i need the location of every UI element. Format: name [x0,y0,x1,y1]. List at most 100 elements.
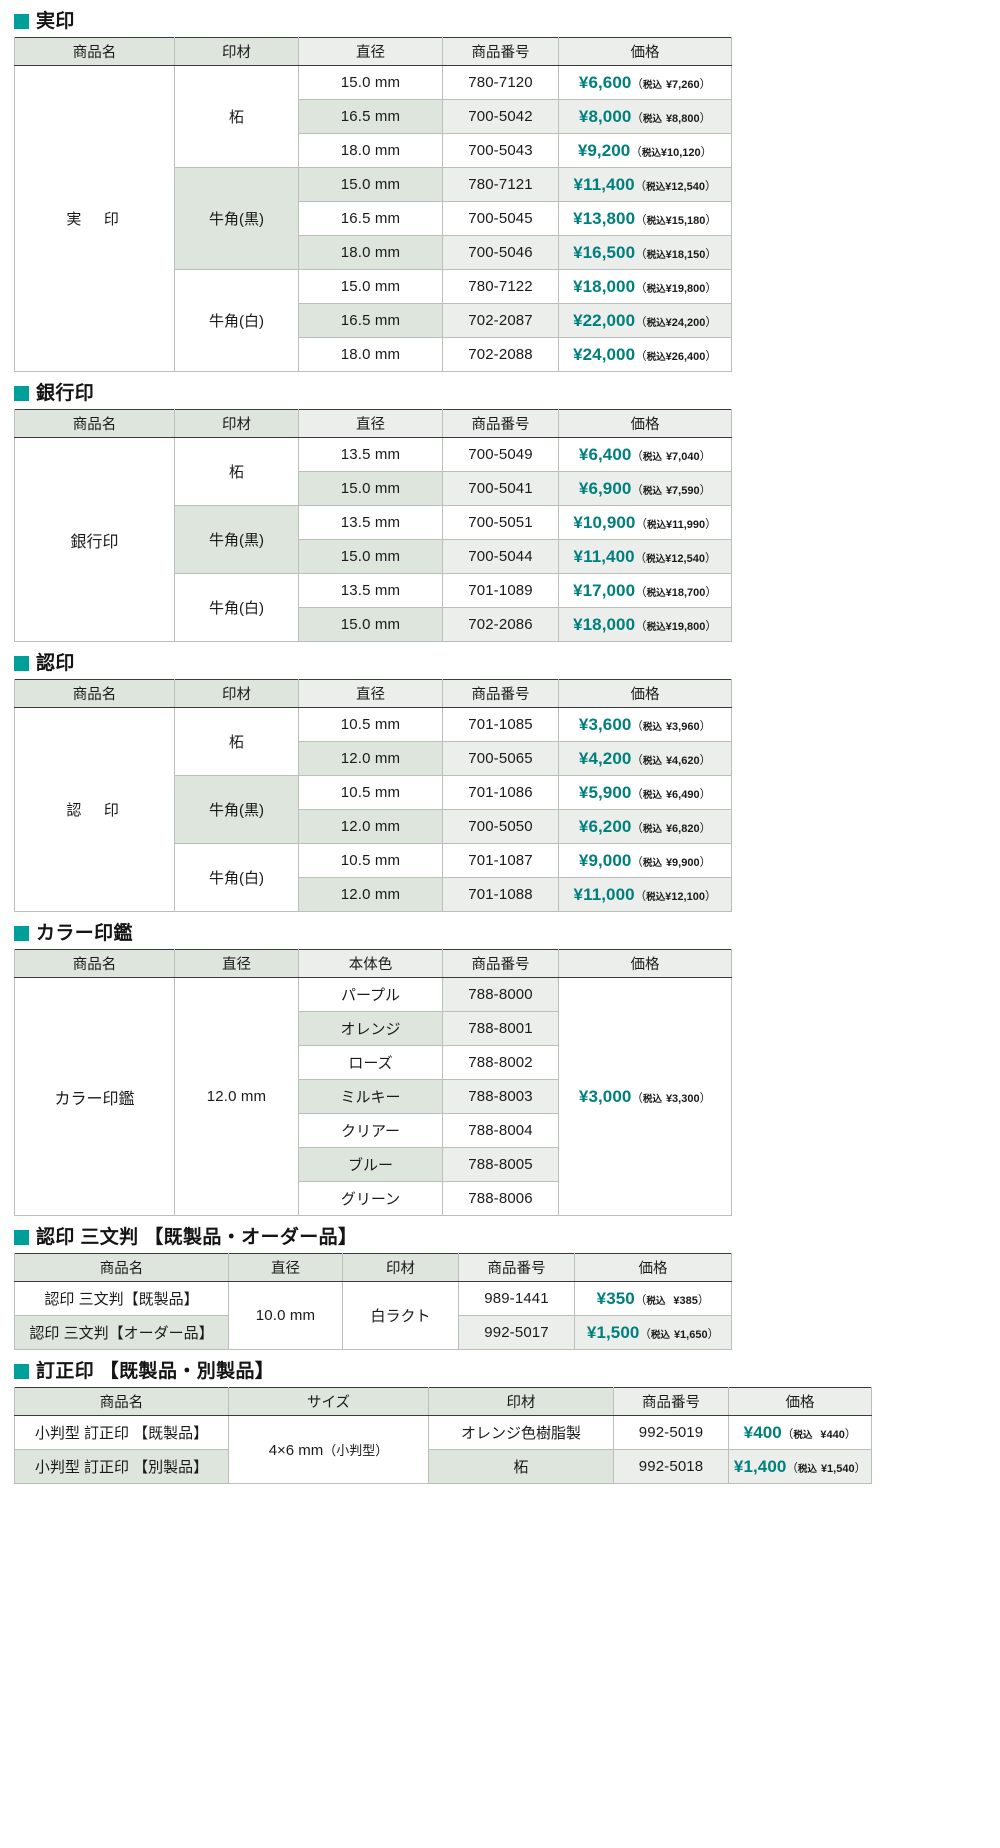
cell-product-number: 700-5046 [442,235,559,270]
table-row: 16.5 mm 702-2087 ¥22,000（税込¥24,200） [15,303,732,338]
table-row: 牛角(白) 10.5 mm 701-1087 ¥9,000（税込 ¥9,900） [15,843,732,912]
square-marker-icon [14,926,29,941]
section-heading-sanmonban: 認印 三文判 【既製品・オーダー品】 [14,1228,1000,1247]
col-header-price: 価格 [558,949,732,978]
cell-price: ¥1,400（税込 ¥1,540） [728,1449,872,1484]
cell-diameter: 10.0 mm [228,1281,343,1350]
table-header-row: 商品名 直径 本体色 商品番号 価格 [14,949,732,978]
table-row: 牛角(黒) 10.5 mm 701-1086 ¥5,900（税込 ¥6,490） [15,775,732,844]
table-row: 認印 三文判【オーダー品】 992-5017 ¥1,500（税込 ¥1,650） [14,1315,732,1350]
cell-price: ¥11,400（税込¥12,540） [558,167,732,202]
square-marker-icon [14,656,29,671]
cell-product-name: 認 印 [14,707,175,912]
cell-product-name: 認印 三文判【既製品】 [14,1281,229,1316]
table-header-row: 商品名 印材 直径 商品番号 価格 [14,409,732,438]
cell-size: 4×6 mm（小判型） [228,1415,429,1484]
col-header-diameter: 直径 [228,1253,343,1282]
col-header-material: 印材 [174,679,299,708]
table-wrap-sanmonban: 商品名 直径 印材 商品番号 価格 認印 三文判【既製品】 10.0 mm 白ラ… [14,1253,1000,1350]
cell-material: 柘 [428,1449,614,1484]
cell-product-number: 780-7122 [442,269,559,304]
cell-material: 柘 [174,65,299,168]
cell-product-name: カラー印鑑 [14,977,175,1216]
cell-diameter: 15.0 mm [298,167,443,202]
table-row: 15.0 mm 702-2086 ¥18,000（税込¥19,800） [15,607,732,642]
section-heading-teiseiin: 訂正印 【既製品・別製品】 [14,1362,1000,1381]
cell-diameter: 16.5 mm [298,99,443,134]
section-title: 銀行印 [36,383,95,404]
price-table-color-inkan: 商品名 直径 本体色 商品番号 価格 カラー印鑑 12.0 mm パープル 78… [14,949,732,1216]
col-header-material: 印材 [428,1387,614,1416]
cell-price: ¥16,500（税込¥18,150） [558,235,732,270]
cell-diameter: 18.0 mm [298,235,443,270]
section-heading-color-inkan: カラー印鑑 [14,924,1000,943]
cell-diameter: 12.0 mm [298,809,443,844]
cell-diameter: 10.5 mm [298,775,443,810]
cell-body-color: ミルキー [298,1079,443,1114]
cell-product-number: 701-1086 [442,775,559,810]
cell-price: ¥6,200（税込 ¥6,820） [558,809,732,844]
col-header-diameter: 直径 [298,679,443,708]
cell-product-number: 788-8004 [442,1113,559,1148]
table-wrap-mitomein: 商品名 印材 直径 商品番号 価格 認 印 柘 10.5 mm 701-1085… [14,679,1000,912]
cell-product-number: 700-5045 [442,201,559,236]
cell-product-number: 700-5050 [442,809,559,844]
cell-body-color: オレンジ [298,1011,443,1046]
cell-price: ¥350（税込 ¥385） [574,1281,732,1316]
section-heading-jitsuin: 実印 [14,12,1000,31]
cell-price: ¥9,200（税込¥10,120） [558,133,732,168]
cell-product-name: 小判型 訂正印 【別製品】 [14,1449,229,1484]
cell-product-name: 小判型 訂正印 【既製品】 [14,1415,229,1450]
col-header-price: 価格 [574,1253,732,1282]
cell-product-number: 700-5043 [442,133,559,168]
cell-product-number: 701-1085 [442,707,559,742]
table-row: クリアー 788-8004 [15,1113,732,1148]
table-wrap-ginkoin: 商品名 印材 直径 商品番号 価格 銀行印 柘 13.5 mm 700-5049… [14,409,1000,642]
cell-diameter: 16.5 mm [298,201,443,236]
col-header-price: 価格 [558,37,732,66]
col-header-product-name: 商品名 [14,1253,229,1282]
cell-product-number: 788-8002 [442,1045,559,1080]
table-row: 18.0 mm 700-5043 ¥9,200（税込¥10,120） [15,133,732,168]
table-row: 18.0 mm 702-2088 ¥24,000（税込¥26,400） [15,337,732,372]
cell-product-number: 701-1088 [442,877,559,912]
cell-product-number: 992-5017 [458,1315,575,1350]
cell-product-number: 992-5018 [613,1449,729,1484]
table-wrap-jitsuin: 商品名 印材 直径 商品番号 価格 実 印 柘 15.0 mm 780-7120… [14,37,1000,372]
cell-product-name: 認印 三文判【オーダー品】 [14,1315,229,1350]
square-marker-icon [14,1364,29,1379]
cell-product-number: 700-5042 [442,99,559,134]
table-row: 牛角(白) 13.5 mm 701-1089 ¥17,000（税込¥18,700… [15,573,732,642]
cell-product-number: 702-2087 [442,303,559,338]
section-heading-ginkoin: 銀行印 [14,384,1000,403]
cell-price: ¥11,400（税込¥12,540） [558,539,732,574]
cell-diameter: 13.5 mm [298,573,443,608]
col-header-diameter: 直径 [298,37,443,66]
cell-product-number: 780-7120 [442,65,559,100]
table-row: 16.5 mm 700-5045 ¥13,800（税込¥15,180） [15,201,732,236]
price-table-sanmonban: 商品名 直径 印材 商品番号 価格 認印 三文判【既製品】 10.0 mm 白ラ… [14,1253,732,1350]
col-header-material: 印材 [174,37,299,66]
cell-material: オレンジ色樹脂製 [428,1415,614,1450]
cell-diameter: 15.0 mm [298,471,443,506]
section-title: 訂正印 【既製品・別製品】 [36,1361,275,1382]
table-row: 実 印 柘 15.0 mm 780-7120 ¥6,600（税込 ¥7,260） [14,65,732,372]
table-row: 牛角(黒) 15.0 mm 780-7121 ¥11,400（税込¥12,540… [15,167,732,270]
cell-product-number: 700-5044 [442,539,559,574]
cell-price: ¥6,900（税込 ¥7,590） [558,471,732,506]
col-header-price: 価格 [728,1387,872,1416]
cell-product-number: 989-1441 [458,1281,575,1316]
table-row: 銀行印 柘 13.5 mm 700-5049 ¥6,400（税込 ¥7,040） [14,437,732,642]
cell-product-number: 701-1089 [442,573,559,608]
cell-price: ¥17,000（税込¥18,700） [558,573,732,608]
col-header-product-name: 商品名 [14,949,175,978]
cell-product-number: 788-8006 [442,1181,559,1216]
price-table-ginkoin: 商品名 印材 直径 商品番号 価格 銀行印 柘 13.5 mm 700-5049… [14,409,732,642]
cell-product-number: 702-2086 [442,607,559,642]
cell-diameter: 10.5 mm [298,707,443,742]
table-row: 牛角(黒) 13.5 mm 700-5051 ¥10,900（税込¥11,990… [15,505,732,574]
cell-material: 牛角(白) [174,269,299,372]
table-row: 小判型 訂正印 【別製品】 柘 992-5018 ¥1,400（税込 ¥1,540… [14,1449,872,1484]
col-header-material: 印材 [342,1253,459,1282]
cell-price: ¥4,200（税込 ¥4,620） [558,741,732,776]
